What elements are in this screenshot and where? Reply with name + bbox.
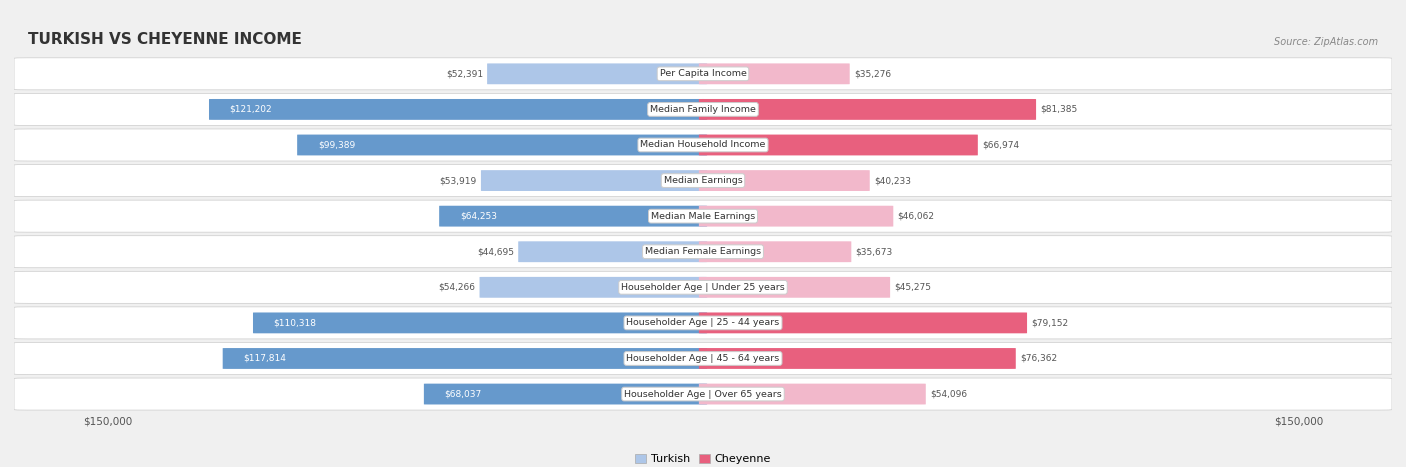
Text: $79,152: $79,152 (1031, 318, 1069, 327)
Text: $54,096: $54,096 (929, 389, 967, 398)
Text: $68,037: $68,037 (444, 389, 482, 398)
FancyBboxPatch shape (699, 170, 870, 191)
FancyBboxPatch shape (14, 307, 1392, 339)
FancyBboxPatch shape (14, 342, 1392, 375)
Text: Median Male Earnings: Median Male Earnings (651, 212, 755, 220)
Text: $40,233: $40,233 (875, 176, 911, 185)
FancyBboxPatch shape (14, 58, 1392, 90)
Text: $54,266: $54,266 (439, 283, 475, 292)
Text: $81,385: $81,385 (1040, 105, 1077, 114)
FancyBboxPatch shape (222, 348, 707, 369)
FancyBboxPatch shape (699, 206, 893, 226)
FancyBboxPatch shape (479, 277, 707, 298)
Text: $64,253: $64,253 (460, 212, 496, 220)
Text: Per Capita Income: Per Capita Income (659, 69, 747, 78)
Text: Householder Age | Over 65 years: Householder Age | Over 65 years (624, 389, 782, 398)
Text: $110,318: $110,318 (274, 318, 316, 327)
FancyBboxPatch shape (699, 99, 1036, 120)
FancyBboxPatch shape (14, 164, 1392, 197)
FancyBboxPatch shape (423, 383, 707, 404)
FancyBboxPatch shape (14, 200, 1392, 232)
Text: $52,391: $52,391 (446, 69, 484, 78)
Text: $46,062: $46,062 (897, 212, 935, 220)
Text: Median Earnings: Median Earnings (664, 176, 742, 185)
Text: $66,974: $66,974 (981, 141, 1019, 149)
Text: $35,673: $35,673 (855, 247, 893, 256)
Text: $117,814: $117,814 (243, 354, 287, 363)
FancyBboxPatch shape (699, 348, 1015, 369)
FancyBboxPatch shape (699, 134, 977, 156)
Text: $99,389: $99,389 (318, 141, 356, 149)
Text: $53,919: $53,919 (440, 176, 477, 185)
Text: Householder Age | 45 - 64 years: Householder Age | 45 - 64 years (627, 354, 779, 363)
FancyBboxPatch shape (481, 170, 707, 191)
Text: Source: ZipAtlas.com: Source: ZipAtlas.com (1274, 37, 1378, 47)
FancyBboxPatch shape (486, 64, 707, 84)
FancyBboxPatch shape (699, 64, 849, 84)
FancyBboxPatch shape (439, 206, 707, 226)
Text: $150,000: $150,000 (1274, 417, 1323, 427)
FancyBboxPatch shape (14, 271, 1392, 304)
FancyBboxPatch shape (14, 93, 1392, 126)
Text: $45,275: $45,275 (894, 283, 931, 292)
Text: Median Female Earnings: Median Female Earnings (645, 247, 761, 256)
FancyBboxPatch shape (519, 241, 707, 262)
Text: Median Family Income: Median Family Income (650, 105, 756, 114)
FancyBboxPatch shape (14, 129, 1392, 161)
Text: $44,695: $44,695 (477, 247, 515, 256)
Text: $150,000: $150,000 (83, 417, 132, 427)
Text: TURKISH VS CHEYENNE INCOME: TURKISH VS CHEYENNE INCOME (28, 32, 302, 47)
FancyBboxPatch shape (209, 99, 707, 120)
FancyBboxPatch shape (14, 378, 1392, 410)
FancyBboxPatch shape (14, 236, 1392, 268)
FancyBboxPatch shape (699, 277, 890, 298)
Text: Median Household Income: Median Household Income (640, 141, 766, 149)
Text: $76,362: $76,362 (1019, 354, 1057, 363)
Text: Householder Age | 25 - 44 years: Householder Age | 25 - 44 years (627, 318, 779, 327)
Text: $121,202: $121,202 (229, 105, 273, 114)
FancyBboxPatch shape (699, 241, 851, 262)
Text: $35,276: $35,276 (853, 69, 891, 78)
FancyBboxPatch shape (297, 134, 707, 156)
FancyBboxPatch shape (699, 312, 1026, 333)
Text: Householder Age | Under 25 years: Householder Age | Under 25 years (621, 283, 785, 292)
Legend: Turkish, Cheyenne: Turkish, Cheyenne (631, 450, 775, 467)
FancyBboxPatch shape (699, 383, 925, 404)
FancyBboxPatch shape (253, 312, 707, 333)
